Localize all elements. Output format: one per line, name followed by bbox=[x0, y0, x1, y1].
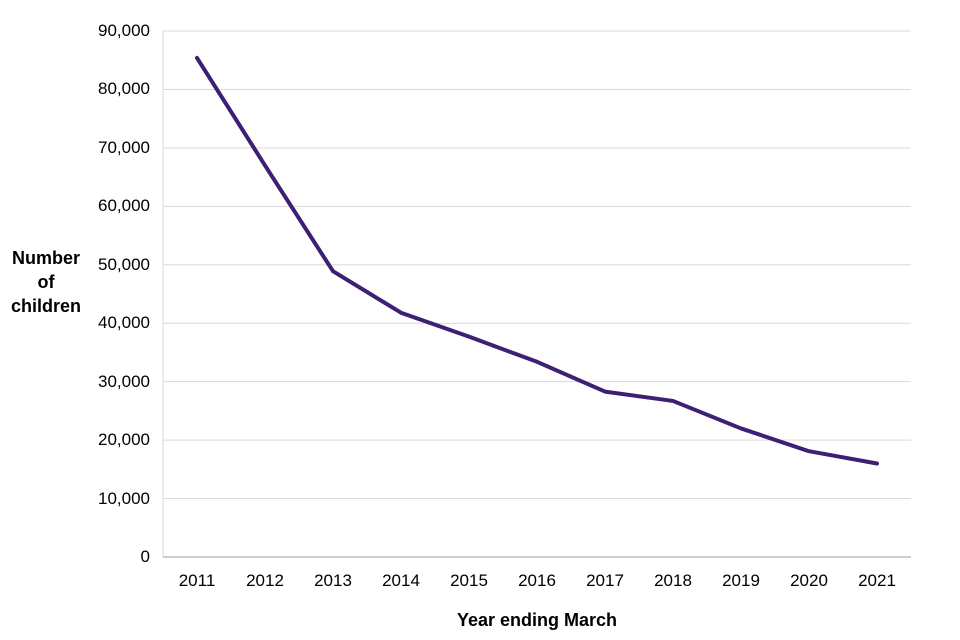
y-tick-label: 30,000 bbox=[98, 371, 150, 391]
y-axis-title-line: children bbox=[10, 296, 81, 316]
x-tick-label: 2013 bbox=[314, 571, 352, 590]
x-tick-label: 2011 bbox=[178, 571, 216, 590]
y-tick-label: 60,000 bbox=[98, 196, 150, 216]
y-tick-label: 20,000 bbox=[98, 430, 150, 450]
y-axis-title: Number of children bbox=[0, 246, 92, 318]
x-tick-label: 2014 bbox=[382, 571, 420, 590]
y-tick-label: 40,000 bbox=[98, 313, 150, 333]
x-tick-label: 2021 bbox=[858, 571, 896, 590]
x-tick-label: 2018 bbox=[654, 571, 692, 590]
x-tick-label: 2015 bbox=[450, 571, 488, 590]
y-axis-title-line: of bbox=[37, 272, 55, 292]
x-tick-label: 2019 bbox=[722, 571, 760, 590]
x-axis-title: Year ending March bbox=[456, 610, 618, 630]
x-tick-label: 2012 bbox=[246, 571, 284, 590]
x-tick-label: 2017 bbox=[586, 571, 624, 590]
y-tick-label: 70,000 bbox=[98, 137, 150, 157]
y-tick-label: 10,000 bbox=[98, 488, 150, 508]
y-tick-label: 0 bbox=[140, 547, 150, 566]
y-tick-label: 80,000 bbox=[98, 79, 150, 99]
y-tick-label: 90,000 bbox=[98, 21, 150, 40]
x-tick-label: 2016 bbox=[518, 571, 556, 590]
x-tick-label: 2020 bbox=[790, 571, 828, 590]
data-line-number-of-children bbox=[195, 55, 879, 466]
y-tick-label: 50,000 bbox=[98, 254, 150, 274]
y-axis-title-line: Number bbox=[11, 248, 80, 268]
